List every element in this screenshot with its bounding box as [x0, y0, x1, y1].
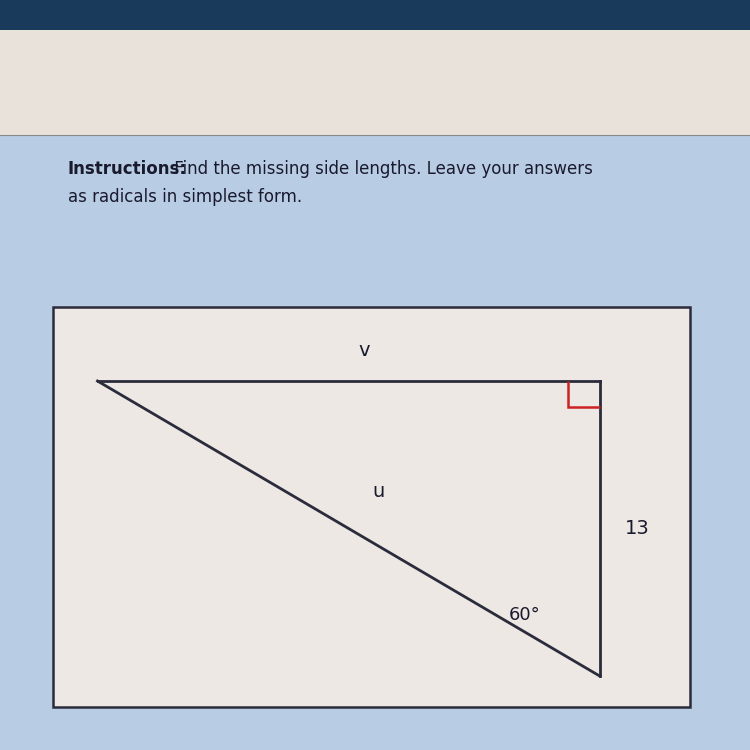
Text: Find the missing side lengths. Leave your answers: Find the missing side lengths. Leave you… — [169, 160, 592, 178]
Bar — [53, 308, 690, 707]
Text: u: u — [373, 482, 385, 501]
Text: as radicals in simplest form.: as radicals in simplest form. — [68, 188, 302, 206]
Text: 60°: 60° — [509, 606, 541, 624]
Text: v: v — [358, 340, 370, 360]
Text: Instructions:: Instructions: — [68, 160, 187, 178]
Text: 13: 13 — [626, 519, 650, 538]
